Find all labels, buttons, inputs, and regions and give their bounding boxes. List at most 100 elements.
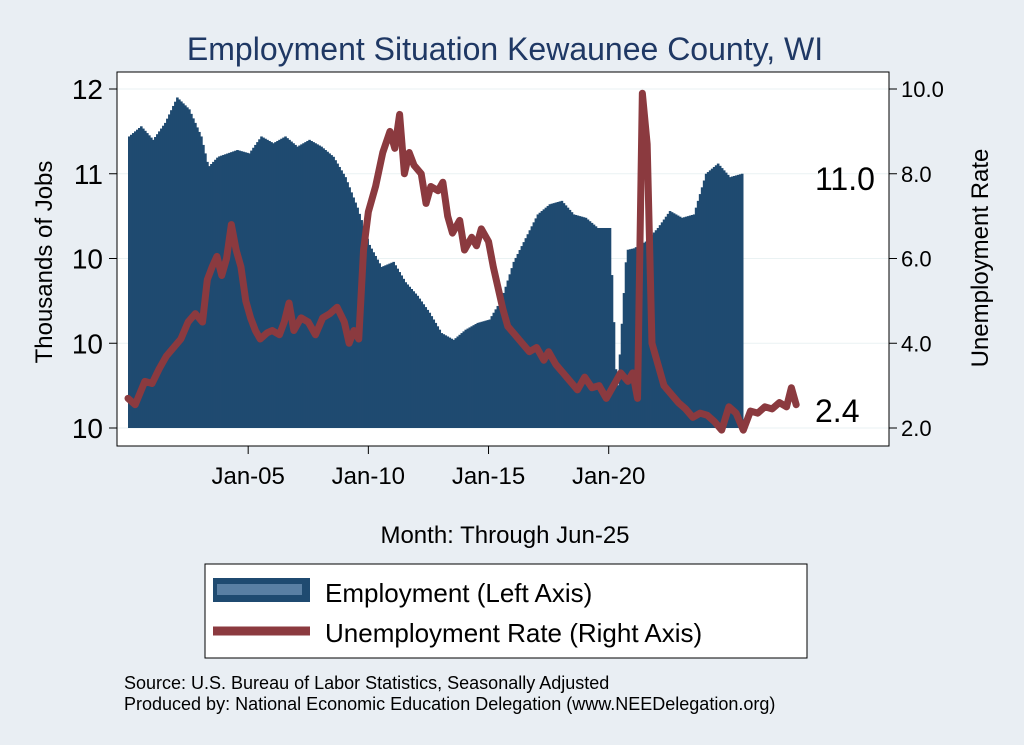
- employment-bar: [142, 128, 145, 429]
- employment-bar: [668, 211, 672, 428]
- employment-bar: [424, 307, 428, 428]
- employment-bar: [328, 153, 331, 428]
- employment-bar: [346, 182, 349, 428]
- employment-bar: [264, 138, 267, 428]
- employment-bar: [322, 148, 325, 428]
- left-axis-tick-label: 12: [72, 74, 103, 105]
- employment-bar: [212, 161, 215, 428]
- employment-bar: [664, 216, 668, 428]
- employment-bar: [554, 202, 558, 428]
- employment-bar: [292, 143, 295, 429]
- left-axis-tick-label: 10: [72, 244, 103, 275]
- employment-bar: [440, 333, 444, 428]
- employment-bar: [426, 309, 430, 428]
- employment-bar: [422, 304, 426, 428]
- employment-bar: [392, 261, 395, 428]
- employment-bar: [672, 213, 676, 428]
- employment-bar: [656, 227, 660, 428]
- right-axis: 2.0 4.0 6.0 8.0 10.0: [888, 72, 944, 446]
- employment-bar: [362, 226, 365, 428]
- employment-bar: [194, 122, 197, 429]
- employment-bar: [134, 131, 137, 428]
- employment-bar: [272, 143, 275, 429]
- employment-bar: [382, 266, 385, 428]
- employment-bar: [238, 150, 241, 428]
- employment-bar: [200, 136, 203, 428]
- employment-bar: [190, 113, 193, 429]
- employment-bar: [248, 153, 251, 428]
- employment-bar: [396, 268, 399, 428]
- employment-bar: [590, 222, 594, 428]
- employment-bar: [592, 224, 596, 428]
- employment-bar: [252, 147, 255, 428]
- employment-bar: [266, 139, 269, 428]
- employment-bar: [452, 339, 456, 428]
- employment-bar: [710, 168, 714, 429]
- employment-bar: [574, 214, 578, 428]
- employment-bar: [450, 338, 454, 428]
- employment-bar: [476, 322, 480, 428]
- employment-bar: [726, 174, 730, 428]
- employment-bar: [436, 326, 440, 428]
- employment-bar: [178, 99, 181, 428]
- employment-bar: [342, 173, 345, 428]
- employment-bar: [262, 137, 265, 428]
- left-axis-tick-label: 10: [72, 413, 103, 444]
- employment-bar: [616, 385, 620, 428]
- right-axis-tick-label: 8.0: [901, 162, 932, 187]
- x-axis-tick-label: Jan-10: [332, 463, 405, 490]
- employment-bar: [600, 227, 604, 428]
- employment-bar: [288, 139, 291, 428]
- employment-bar: [366, 238, 369, 428]
- employment-bar: [730, 176, 734, 428]
- employment-bar: [484, 320, 488, 428]
- legend-swatch-employment-highlight: [217, 584, 302, 595]
- employment-bar: [374, 255, 377, 428]
- employment-bar: [220, 155, 223, 429]
- employment-bar: [626, 249, 630, 428]
- employment-bar: [716, 163, 720, 428]
- employment-bar: [584, 217, 588, 428]
- employment-bar: [654, 230, 658, 428]
- employment-bar: [158, 131, 161, 428]
- employment-bar: [446, 336, 450, 428]
- legend: Employment (Left Axis) Unemployment Rate…: [204, 563, 808, 659]
- employment-bar: [344, 177, 347, 428]
- employment-bar: [412, 291, 416, 428]
- employment-bar: [394, 265, 397, 428]
- left-axis: 10 10 10 11 12: [72, 72, 118, 446]
- employment-bar: [286, 138, 289, 428]
- employment-bar: [150, 137, 153, 428]
- employment-bar: [482, 321, 486, 428]
- employment-bar: [578, 216, 582, 428]
- plot-area: [116, 71, 890, 447]
- employment-bar: [526, 234, 530, 428]
- employment-bar: [688, 215, 692, 428]
- employment-bar: [340, 170, 343, 429]
- employment-bar: [218, 156, 221, 428]
- employment-bar: [298, 145, 301, 428]
- employment-bar: [498, 302, 502, 428]
- employment-bar: [474, 324, 478, 428]
- employment-bar: [456, 336, 460, 428]
- employment-bar: [630, 248, 634, 428]
- employment-bar: [740, 173, 744, 428]
- employment-bar: [216, 157, 219, 428]
- employment-bar: [270, 142, 273, 429]
- employment-bar: [698, 194, 702, 428]
- employment-bar: [186, 107, 189, 429]
- employment-bar: [670, 212, 674, 428]
- employment-bar: [522, 242, 526, 428]
- employment-bar: [734, 175, 738, 428]
- employment-bar: [738, 174, 742, 428]
- employment-bar: [504, 286, 508, 428]
- employment-bar: [136, 129, 139, 428]
- employment-bar: [700, 187, 704, 428]
- employment-bar: [182, 103, 185, 428]
- employment-end-label: 11.0: [815, 161, 875, 197]
- employment-bar: [370, 248, 373, 428]
- employment-bar: [210, 164, 213, 428]
- employment-bar: [692, 214, 696, 428]
- employment-bar: [364, 232, 367, 428]
- employment-bar: [140, 126, 143, 428]
